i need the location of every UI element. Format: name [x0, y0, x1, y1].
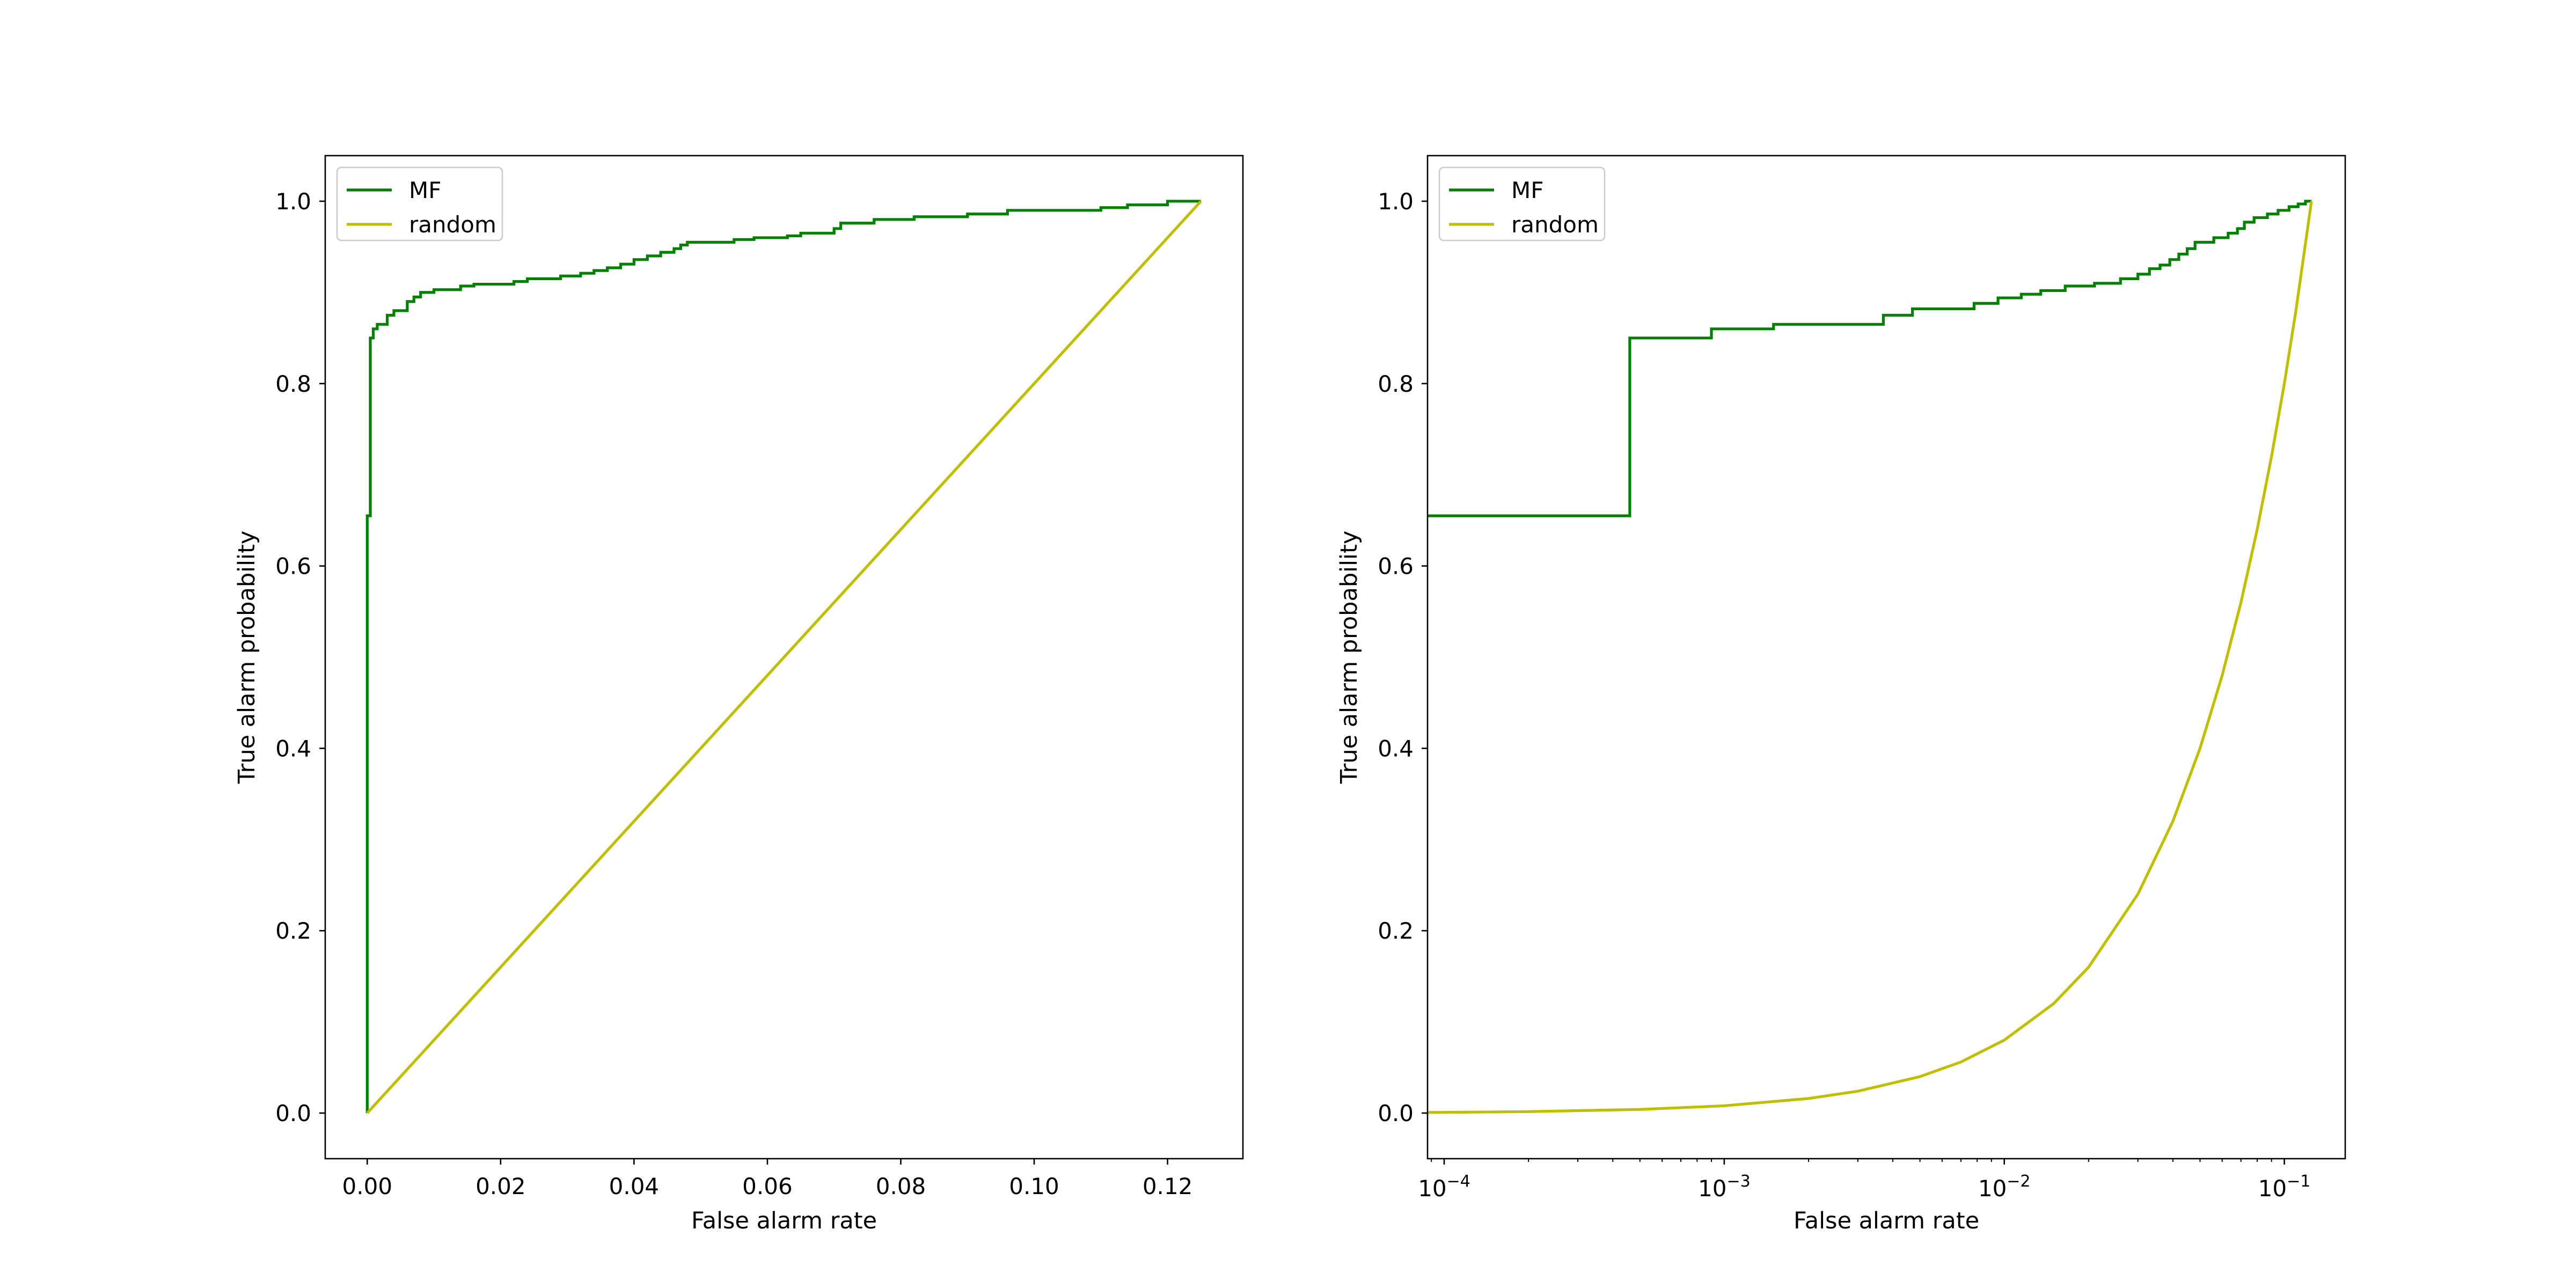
y-tick-label: 0.8	[275, 371, 311, 397]
legend-label-random: random	[1511, 211, 1599, 238]
x-tick-label: 0.08	[876, 1173, 926, 1199]
series-line-random	[1428, 201, 2313, 1114]
y-tick-label: 0.6	[275, 553, 311, 580]
y-tick-label: 0.4	[275, 735, 311, 762]
y-tick-label: 1.0	[275, 188, 311, 215]
axes-frame	[1426, 155, 2346, 1160]
x-tick-label: 0.00	[342, 1173, 393, 1199]
y-tick-label: 0.0	[275, 1100, 311, 1126]
y-tick-label: 0.4	[1378, 735, 1414, 762]
chart-panel-2: 0.0 0.2 0.4 0.6 0.8 1.0 10−4 10−3 10−2 10−1 False …	[1336, 155, 2346, 1234]
series-group	[365, 200, 1202, 1114]
series-line-mf	[1428, 200, 2312, 517]
x-tick-label: 10−2	[1978, 1172, 2031, 1202]
y-tick-label: 0.8	[1378, 371, 1414, 397]
x-tick-label: 0.10	[1009, 1173, 1059, 1199]
legend-box	[1438, 166, 1606, 241]
y-tick-label: 0.0	[1378, 1100, 1414, 1126]
legend-label-random: random	[409, 211, 496, 238]
y-tick-label: 0.2	[1378, 918, 1414, 944]
legend-label-mf: MF	[409, 177, 441, 203]
x-tick-label: 10−1	[2258, 1172, 2311, 1202]
x-tick-label: 10−3	[1698, 1172, 1751, 1202]
legend: MF random	[1438, 166, 1606, 241]
y-tick-label: 1.0	[1378, 188, 1414, 215]
series-line-random	[366, 200, 1202, 1114]
legend-label-mf: MF	[1511, 177, 1543, 203]
x-axis-label: False alarm rate	[1794, 1208, 1979, 1234]
series-line-mf	[365, 200, 1201, 1114]
x-axis-label: False alarm rate	[691, 1208, 877, 1234]
legend-box	[336, 166, 503, 241]
series-group	[1428, 200, 2313, 1114]
x-tick-label: 10−4	[1418, 1172, 1470, 1202]
y-tick-label: 0.2	[275, 918, 311, 944]
chart-panel-1: 0.0 0.2 0.4 0.6 0.8 1.0 0.00 0.02 0.04 0.06 0.08 0.…	[233, 155, 1244, 1234]
x-tick-label: 0.06	[742, 1173, 793, 1199]
y-axis-label: True alarm probability	[1336, 531, 1363, 785]
x-tick-label: 0.12	[1143, 1173, 1193, 1199]
x-tick-label: 0.04	[609, 1173, 660, 1199]
y-axis-label: True alarm probability	[233, 531, 260, 785]
legend: MF random	[336, 166, 503, 241]
x-tick-label: 0.02	[475, 1173, 526, 1199]
y-tick-label: 0.6	[1378, 553, 1414, 580]
axes-frame	[324, 155, 1244, 1160]
